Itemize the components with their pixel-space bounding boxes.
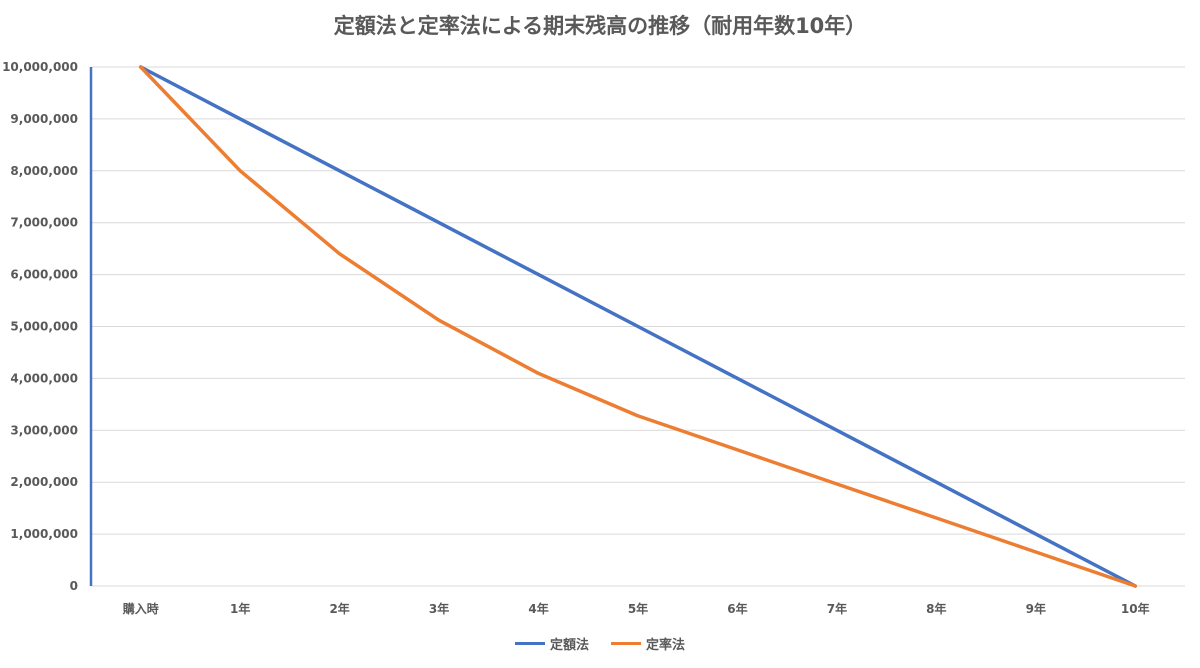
y-tick-label-10: 10,000,000 [2, 60, 78, 74]
x-tick-label-4: 4年 [528, 601, 548, 616]
legend-swatch-series-2 [611, 642, 641, 645]
x-tick-label-6: 6年 [727, 601, 747, 616]
chart-legend: 定額法 定率法 [0, 634, 1200, 653]
x-tick-label-7: 7年 [827, 601, 847, 616]
y-tick-label-9: 9,000,000 [10, 112, 78, 126]
chart-title: 定額法と定率法による期末残高の推移（耐用年数10年） [333, 14, 867, 38]
legend-item-series-1: 定額法 [514, 634, 589, 653]
legend-label-series-2: 定率法 [646, 638, 686, 653]
y-tick-label-7: 7,000,000 [10, 216, 78, 230]
y-tick-label-1: 1,000,000 [10, 527, 78, 541]
x-tick-label-2: 2年 [329, 601, 349, 616]
y-tick-label-8: 8,000,000 [10, 164, 78, 178]
y-tick-label-5: 5,000,000 [10, 320, 78, 334]
legend-label-series-1: 定額法 [549, 638, 589, 653]
y-tick-label-6: 6,000,000 [10, 268, 78, 282]
legend-item-series-2: 定率法 [611, 634, 685, 653]
x-tick-label-5: 5年 [628, 601, 648, 616]
series-line-2 [138, 65, 1138, 588]
y-tick-label-4: 4,000,000 [10, 371, 78, 385]
x-tick-label-10: 10年 [1121, 601, 1150, 616]
x-tick-label-0: 購入時 [122, 601, 159, 616]
x-tick-label-8: 8年 [926, 601, 946, 616]
x-tick-label-1: 1年 [230, 601, 250, 616]
x-tick-label-3: 3年 [429, 601, 449, 616]
x-tick-label-9: 9年 [1026, 601, 1046, 616]
series-line-1 [138, 65, 1138, 588]
y-tick-label-0: 0 [70, 579, 78, 593]
y-tick-label-3: 3,000,000 [10, 423, 78, 437]
legend-swatch-series-1 [514, 642, 545, 645]
y-tick-label-2: 2,000,000 [10, 475, 78, 489]
